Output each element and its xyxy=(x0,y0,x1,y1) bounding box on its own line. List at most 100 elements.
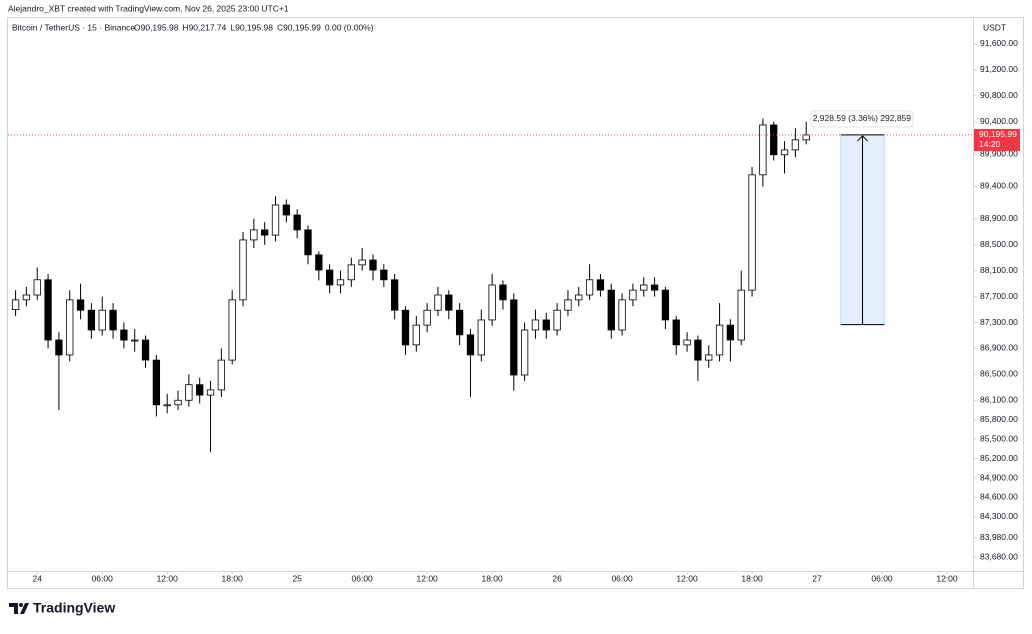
x-tick-label: 24 xyxy=(33,573,43,583)
candle-body xyxy=(520,329,529,376)
x-tick-label: 12:00 xyxy=(157,573,179,583)
x-tick-label: 18:00 xyxy=(222,573,244,583)
measure-arrowhead xyxy=(857,135,868,142)
candle-body xyxy=(271,204,280,236)
y-tick-label: 83,980.00 xyxy=(980,532,1018,542)
candle-body xyxy=(694,339,702,361)
y-tick-label: 87,700.00 xyxy=(980,291,1018,301)
ohlc-value: H90,217.74 xyxy=(182,22,226,32)
candle-body xyxy=(715,324,724,356)
candle-body xyxy=(618,299,626,331)
candle-body xyxy=(585,279,594,296)
candle-body xyxy=(726,324,735,341)
y-tick-label: 84,300.00 xyxy=(980,511,1018,521)
candle-body xyxy=(152,359,161,406)
candle-body xyxy=(542,319,550,331)
candle-body xyxy=(564,299,572,311)
candle-body xyxy=(44,279,52,341)
x-tick-label: 25 xyxy=(292,573,302,583)
candle-body xyxy=(282,204,290,216)
y-tick-label: 90,800.00 xyxy=(980,90,1018,100)
credit: Alejandro_XBT created with TradingView.c… xyxy=(8,3,289,13)
candle-body xyxy=(748,174,756,291)
x-tick-label: 27 xyxy=(812,573,822,583)
candle-body xyxy=(640,284,648,291)
x-tick-label: 26 xyxy=(552,573,562,583)
candle-body xyxy=(358,259,366,266)
candle-body xyxy=(174,399,182,406)
candle-body xyxy=(423,309,431,326)
candle-body xyxy=(434,294,442,311)
candle-body xyxy=(326,269,334,286)
candle-body xyxy=(369,259,377,271)
candle-body xyxy=(650,284,659,291)
candle-body xyxy=(55,339,63,356)
candle-body xyxy=(76,299,85,311)
x-tick-label: 12:00 xyxy=(936,573,958,583)
candle-body xyxy=(401,309,410,346)
measure-label: 2,928.59 (3.36%) 292,859 xyxy=(813,113,912,123)
measure-label-box xyxy=(810,110,914,128)
y-tick-label: 85,500.00 xyxy=(980,433,1018,443)
candle-body xyxy=(683,339,691,346)
candle-body xyxy=(531,319,540,331)
candle-body xyxy=(228,299,236,361)
y-tick-label: 89,900.00 xyxy=(980,148,1018,158)
candle-body xyxy=(499,284,507,301)
candle-body xyxy=(239,239,247,301)
candle-body xyxy=(250,229,258,241)
candle-body xyxy=(759,124,767,176)
candle-body xyxy=(575,294,583,301)
candle-body xyxy=(217,359,226,391)
candle-body xyxy=(455,309,464,336)
candle-body xyxy=(553,309,561,331)
candle-body xyxy=(196,384,204,396)
logo: TradingView xyxy=(9,600,115,616)
x-tick-label: 18:00 xyxy=(741,573,763,583)
candle-body xyxy=(780,149,789,156)
y-tick-label: 91,200.00 xyxy=(980,64,1018,74)
y-tick-label: 90,400.00 xyxy=(980,116,1018,126)
y-tick-label: 91,600.00 xyxy=(980,38,1018,48)
frame xyxy=(7,17,1024,589)
candle-body xyxy=(185,384,193,401)
candle-body xyxy=(791,139,800,151)
x-tick-label: 06:00 xyxy=(352,573,374,583)
candle-body xyxy=(33,279,41,296)
y-tick-label: 89,400.00 xyxy=(980,181,1018,191)
candle-body xyxy=(163,404,171,407)
candle-body xyxy=(607,289,615,331)
candle-body xyxy=(109,309,117,331)
countdown: 14:20 xyxy=(979,139,1001,149)
candle-body xyxy=(336,279,345,286)
x-tick-label: 06:00 xyxy=(92,573,114,583)
candle-body xyxy=(22,294,31,301)
candle-body xyxy=(98,309,106,331)
candle-body xyxy=(705,354,713,361)
candle-body xyxy=(737,289,745,341)
candle-body xyxy=(11,299,20,310)
candle-body xyxy=(347,264,355,281)
candle-body xyxy=(87,309,96,331)
y-tick-label: 88,500.00 xyxy=(980,239,1018,249)
candle-body xyxy=(466,334,475,356)
candle-body xyxy=(120,329,128,341)
x-tick-label: 12:00 xyxy=(417,573,439,583)
ohlc-value: O90,195.98 xyxy=(134,22,179,32)
candle-body xyxy=(412,324,420,346)
brand: TradingView xyxy=(33,600,115,616)
candle-body xyxy=(661,289,670,321)
x-tick-label: 06:00 xyxy=(871,573,893,583)
y-tick-label: 85,200.00 xyxy=(980,453,1018,463)
currency: USDT xyxy=(983,22,1006,32)
candle-body xyxy=(477,319,485,356)
candle-body xyxy=(510,299,518,376)
y-tick-label: 83,680.00 xyxy=(980,551,1018,561)
candle-body xyxy=(596,279,605,291)
candle-body xyxy=(391,279,399,311)
x-tick-label: 06:00 xyxy=(611,573,633,583)
candle-body xyxy=(206,389,215,396)
y-tick-label: 87,300.00 xyxy=(980,317,1018,327)
y-tick-label: 88,900.00 xyxy=(980,213,1018,223)
